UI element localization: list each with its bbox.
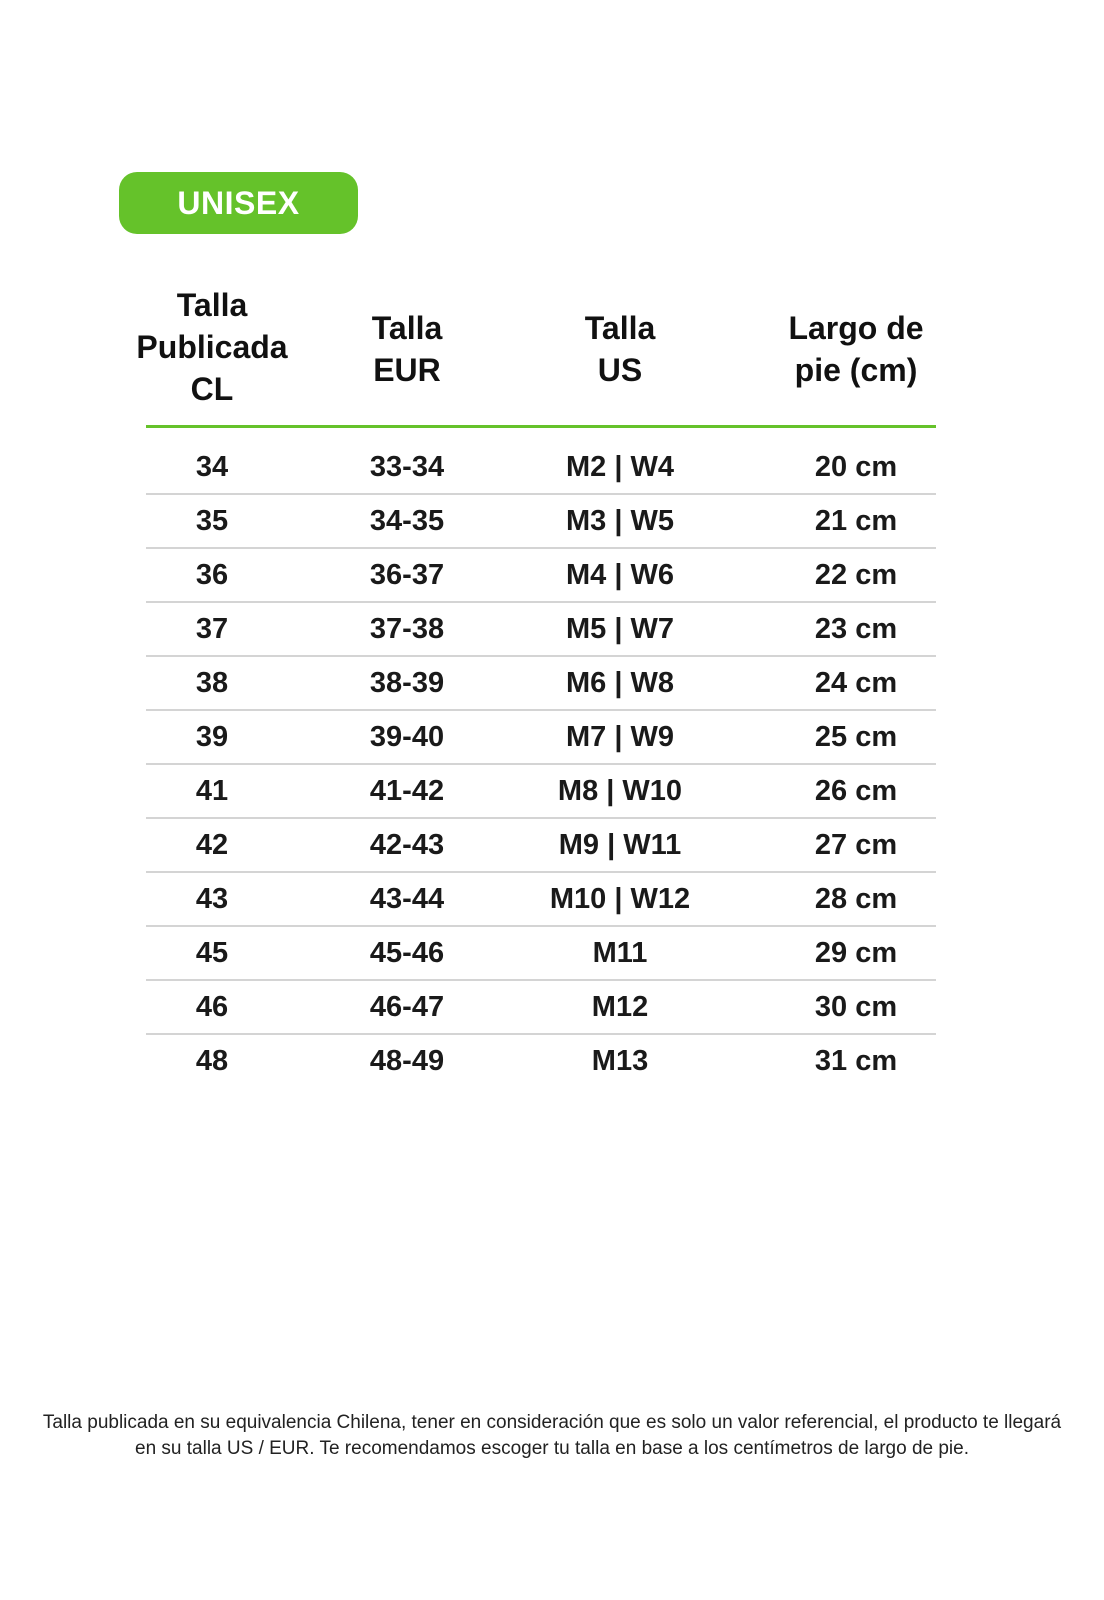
foot-length-cell: 31 cm (814, 1045, 898, 1077)
cl-size-cell: 35 (195, 505, 229, 537)
eur-size-cell: 48-49 (369, 1045, 445, 1077)
header-talla-cl: Talla Publicada CL (136, 287, 288, 407)
foot-length-cell: 24 cm (814, 667, 898, 699)
foot-length-cell: 29 cm (814, 937, 898, 969)
foot-length-cell: 20 cm (814, 451, 898, 483)
cl-size-cell: 43 (195, 883, 229, 915)
us-size-cell: M7 | W9 (565, 721, 675, 753)
table-row: 34 33-34 M2 | W4 20 cm (0, 441, 1104, 495)
table-row: 42 42-43 M9 | W11 27 cm (0, 819, 1104, 873)
row-divider (146, 601, 936, 603)
unisex-badge: UNISEX (119, 172, 358, 234)
row-divider (146, 763, 936, 765)
us-size-cell: M6 | W8 (565, 667, 675, 699)
us-size-cell: M3 | W5 (565, 505, 675, 537)
table-row: 45 45-46 M11 29 cm (0, 927, 1104, 981)
cl-size-cell: 48 (195, 1045, 229, 1077)
cl-size-cell: 38 (195, 667, 229, 699)
us-size-cell: M5 | W7 (565, 613, 675, 645)
table-row: 46 46-47 M12 30 cm (0, 981, 1104, 1035)
eur-size-cell: 37-38 (369, 613, 445, 645)
foot-length-cell: 21 cm (814, 505, 898, 537)
header-talla-eur: Talla EUR (371, 310, 443, 388)
size-table-body: 34 33-34 M2 | W4 20 cm 35 34-35 M3 | W5 21 cm 36… (0, 441, 1104, 1089)
cl-size-cell: 36 (195, 559, 229, 591)
row-divider (146, 547, 936, 549)
header-divider (146, 425, 936, 428)
us-size-cell: M9 | W11 (558, 829, 682, 861)
eur-size-cell: 34-35 (369, 505, 445, 537)
table-row: 37 37-38 M5 | W7 23 cm (0, 603, 1104, 657)
table-row: 38 38-39 M6 | W8 24 cm (0, 657, 1104, 711)
eur-size-cell: 43-44 (369, 883, 445, 915)
table-row: 41 41-42 M8 | W10 26 cm (0, 765, 1104, 819)
cl-size-cell: 34 (195, 451, 229, 483)
eur-size-cell: 36-37 (369, 559, 445, 591)
us-size-cell: M12 (591, 991, 649, 1023)
table-row: 35 34-35 M3 | W5 21 cm (0, 495, 1104, 549)
cl-size-cell: 45 (195, 937, 229, 969)
row-divider (146, 979, 936, 981)
cl-size-cell: 42 (195, 829, 229, 861)
foot-length-cell: 22 cm (814, 559, 898, 591)
eur-size-cell: 46-47 (369, 991, 445, 1023)
eur-size-cell: 39-40 (369, 721, 445, 753)
foot-length-cell: 23 cm (814, 613, 898, 645)
row-divider (146, 817, 936, 819)
eur-size-cell: 38-39 (369, 667, 445, 699)
footnote: Talla publicada en su equivalencia Chile… (42, 1412, 1062, 1459)
foot-length-cell: 30 cm (814, 991, 898, 1023)
foot-length-cell: 25 cm (814, 721, 898, 753)
eur-size-cell: 42-43 (369, 829, 445, 861)
foot-length-cell: 27 cm (814, 829, 898, 861)
us-size-cell: M10 | W12 (549, 883, 691, 915)
table-row: 43 43-44 M10 | W12 28 cm (0, 873, 1104, 927)
header-talla-us: Talla US (584, 310, 656, 388)
cl-size-cell: 39 (195, 721, 229, 753)
eur-size-cell: 33-34 (369, 451, 445, 483)
row-divider (146, 1033, 936, 1035)
us-size-cell: M13 (591, 1045, 649, 1077)
us-size-cell: M4 | W6 (565, 559, 675, 591)
foot-length-cell: 26 cm (814, 775, 898, 807)
us-size-cell: M8 | W10 (557, 775, 683, 807)
header-largo-pie: Largo de pie (cm) (788, 310, 924, 388)
foot-length-cell: 28 cm (814, 883, 898, 915)
table-row: 39 39-40 M7 | W9 25 cm (0, 711, 1104, 765)
row-divider (146, 655, 936, 657)
us-size-cell: M11 (592, 937, 648, 969)
table-row: 36 36-37 M4 | W6 22 cm (0, 549, 1104, 603)
table-header: Talla Publicada CL Talla EUR Talla US La… (0, 284, 1104, 414)
row-divider (146, 871, 936, 873)
eur-size-cell: 45-46 (369, 937, 445, 969)
row-divider (146, 493, 936, 495)
row-divider (146, 925, 936, 927)
cl-size-cell: 37 (195, 613, 229, 645)
row-divider (146, 709, 936, 711)
table-row: 48 48-49 M13 31 cm (0, 1035, 1104, 1089)
cl-size-cell: 41 (195, 775, 229, 807)
eur-size-cell: 41-42 (369, 775, 445, 807)
us-size-cell: M2 | W4 (565, 451, 675, 483)
cl-size-cell: 46 (195, 991, 229, 1023)
